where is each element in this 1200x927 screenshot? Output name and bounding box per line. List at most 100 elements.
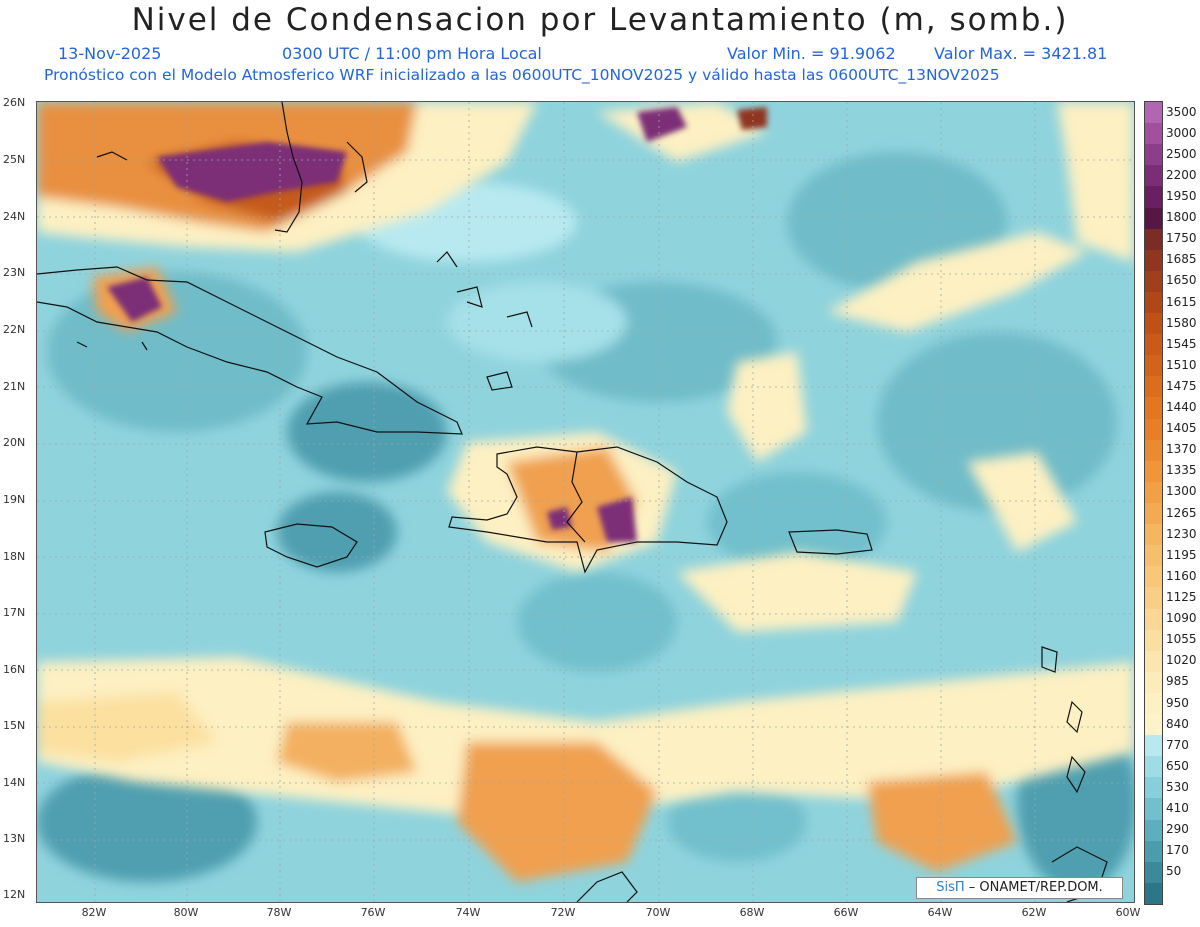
colorbar-swatch	[1145, 777, 1162, 799]
colorbar-swatch	[1145, 249, 1162, 272]
colorbar-tick-label: 1230	[1166, 526, 1197, 541]
colorbar-tick-label: 950	[1166, 695, 1189, 710]
lat-label-16n: 16N	[3, 663, 26, 676]
credit-text: – ONAMET/REP.DOM.	[968, 880, 1103, 895]
bahamas-4	[506, 311, 533, 328]
time-label: 0300 UTC / 11:00 pm Hora Local	[282, 44, 542, 63]
colorbar-tick-label: 1265	[1166, 505, 1197, 520]
lat-label-21n: 21N	[3, 380, 26, 393]
lat-label-19n: 19N	[3, 493, 26, 506]
lat-label-22n: 22N	[3, 323, 26, 336]
colorbar-tick-label: 1750	[1166, 231, 1197, 246]
colorbar-tick-label: 3000	[1166, 125, 1197, 140]
bahamas-5	[486, 371, 513, 391]
colorbar-tick-label: 1055	[1166, 632, 1197, 647]
colorbar-tick-label: 1440	[1166, 400, 1197, 415]
colorbar-swatch	[1145, 460, 1162, 483]
colorbar-swatch	[1145, 334, 1162, 356]
model-info-label: Pronóstico con el Modelo Atmosferico WRF…	[44, 66, 1000, 84]
lat-label-23n: 23N	[3, 266, 26, 279]
colorbar-tick-label: 290	[1166, 822, 1189, 837]
florida-coast	[274, 102, 303, 233]
colorbar-tick-label: 50	[1166, 864, 1182, 879]
lat-label-20n: 20N	[3, 436, 26, 449]
colorbar-tick-label: 1475	[1166, 378, 1197, 393]
lesser-antilles-1	[1041, 646, 1058, 673]
haiti-border	[566, 451, 586, 543]
colorbar-tick-label: 1370	[1166, 442, 1197, 457]
colorbar-swatch	[1145, 186, 1162, 208]
field-peak-values	[107, 107, 767, 542]
colorbar-swatch	[1145, 861, 1162, 884]
lat-label-26n: 26N	[3, 96, 26, 109]
sispi-brand: SisΠ	[936, 880, 965, 895]
lesser-antilles-3	[1066, 755, 1086, 794]
colorbar-tick-label: 650	[1166, 758, 1189, 773]
map-panel	[36, 101, 1135, 903]
colorbar-tick-label: 1615	[1166, 294, 1197, 309]
lcl-field-map	[37, 102, 1134, 902]
colorbar-tick-label: 2500	[1166, 146, 1197, 161]
colorbar-tick-label: 1950	[1166, 188, 1197, 203]
lat-label-12n: 12N	[3, 888, 26, 901]
colorbar-swatch	[1145, 692, 1162, 715]
date-label: 13-Nov-2025	[58, 44, 162, 63]
puerto-rico-coast	[788, 529, 873, 555]
colorbar-swatch	[1145, 439, 1162, 462]
lat-label-25n: 25N	[3, 153, 26, 166]
bahamas-1	[346, 141, 368, 193]
colorbar-tick-label: 2200	[1166, 167, 1197, 182]
colorbar-swatch	[1145, 313, 1162, 335]
lon-label-72w: 72W	[550, 906, 576, 919]
colorbar-tick-label: 1195	[1166, 547, 1197, 562]
colorbar-swatch	[1145, 714, 1162, 736]
colorbar-swatch	[1145, 671, 1162, 694]
lon-label-82w: 82W	[81, 906, 107, 919]
colorbar-tick-label: 1545	[1166, 336, 1197, 351]
lat-label-24n: 24N	[3, 210, 26, 223]
colorbar-swatch	[1145, 882, 1162, 905]
colorbar-tick-label: 1580	[1166, 315, 1197, 330]
colorbar-tick-label: 530	[1166, 779, 1189, 794]
colorbar-swatch	[1145, 756, 1162, 778]
lat-label-14n: 14N	[3, 776, 26, 789]
colorbar-tick-label: 770	[1166, 737, 1189, 752]
chart-title: Nivel de Condensacion por Levantamiento …	[131, 2, 1069, 38]
colorbar-tick-label: 1650	[1166, 273, 1197, 288]
colorbar-tick-label: 170	[1166, 843, 1189, 858]
colorbar-swatch	[1145, 102, 1162, 124]
coastlines	[37, 102, 1108, 902]
colorbar-swatch	[1145, 798, 1162, 821]
lat-label-18n: 18N	[3, 550, 26, 563]
colorbar-swatch	[1145, 418, 1162, 441]
colorbar-swatch	[1145, 123, 1162, 145]
bahamas-2	[436, 251, 458, 268]
colorbar-swatch	[1145, 840, 1162, 863]
lon-label-76w: 76W	[360, 906, 386, 919]
lon-label-64w: 64W	[927, 906, 953, 919]
lat-label-13n: 13N	[3, 832, 26, 845]
colorbar-swatch	[1145, 144, 1162, 166]
colorbar-tick-label: 1685	[1166, 252, 1197, 267]
lesser-antilles-2	[1066, 700, 1083, 734]
colorbar	[1144, 101, 1163, 905]
colorbar-swatch	[1145, 376, 1162, 398]
colorbar-tick-label: 1800	[1166, 210, 1197, 225]
colorbar-swatch	[1145, 270, 1162, 293]
colorbar-tick-label: 840	[1166, 716, 1189, 731]
credit-box: SisΠ – ONAMET/REP.DOM.	[916, 877, 1123, 899]
lon-label-68w: 68W	[739, 906, 765, 919]
colorbar-swatch	[1145, 629, 1162, 652]
colorbar-tick-label: 1090	[1166, 611, 1197, 626]
colorbar-swatch	[1145, 355, 1162, 377]
colorbar-swatch	[1145, 819, 1162, 842]
colorbar-swatch	[1145, 650, 1162, 673]
colorbar-swatch	[1145, 587, 1162, 609]
colorbar-swatch	[1145, 545, 1162, 567]
lon-label-78w: 78W	[266, 906, 292, 919]
colorbar-tick-label: 1405	[1166, 421, 1197, 436]
min-value-label: Valor Min. = 91.9062	[727, 44, 896, 63]
lat-label-17n: 17N	[3, 606, 26, 619]
islands-nw	[76, 151, 148, 351]
colorbar-swatch	[1145, 397, 1162, 420]
